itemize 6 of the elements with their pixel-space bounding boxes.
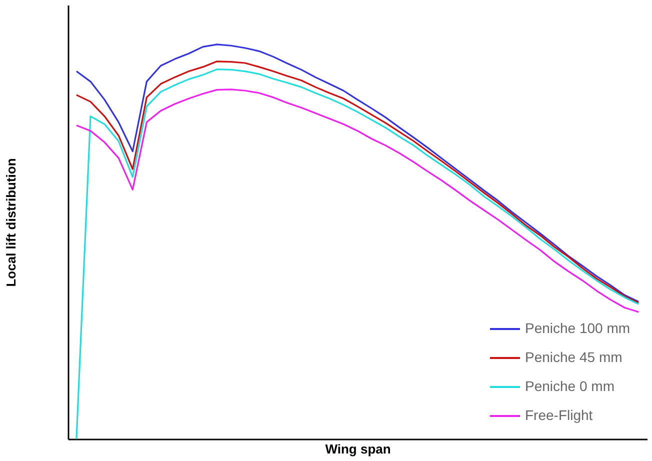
legend-label: Peniche 0 mm (525, 378, 614, 394)
legend-label: Peniche 45 mm (525, 349, 622, 365)
legend-label: Peniche 100 mm (525, 320, 630, 336)
x-axis-title: Wing span (325, 442, 391, 456)
legend-label: Free-Flight (525, 407, 593, 423)
y-axis-title: Local lift distribution (4, 158, 18, 287)
